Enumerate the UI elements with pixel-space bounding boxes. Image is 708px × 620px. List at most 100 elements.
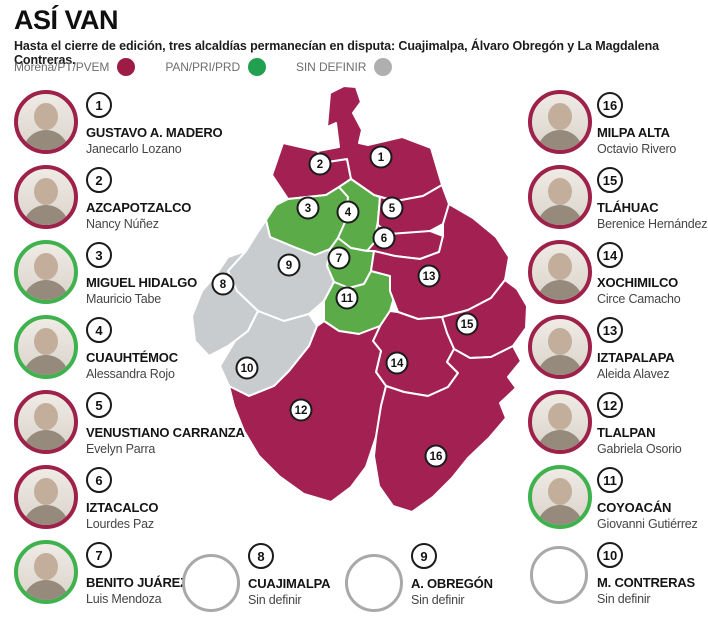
avatar-torso: [23, 205, 69, 225]
svg-text:1: 1: [378, 152, 385, 164]
list-item: 10 M. CONTRERAS Sin definir: [528, 540, 708, 606]
avatar-torso: [537, 205, 583, 225]
alcaldia-name: CUAJIMALPA: [248, 576, 331, 591]
list-item: 6 IZTACALCO Lourdes Paz: [14, 465, 194, 531]
alcaldia-name: VENUSTIANO CARRANZA: [86, 425, 245, 440]
person-name: Mauricio Tabe: [86, 292, 161, 306]
entry-number: 1: [95, 97, 103, 113]
person-name: Evelyn Parra: [86, 442, 156, 456]
alcaldia-name: BENITO JUÁREZ: [86, 575, 188, 590]
avatar: [528, 90, 592, 154]
avatar-head: [34, 103, 58, 130]
entry-number: 9: [420, 548, 428, 564]
svg-text:15: 15: [461, 319, 474, 331]
alcaldia-name: IZTACALCO: [86, 500, 159, 515]
entry-number: 8: [257, 548, 265, 564]
avatar: [14, 240, 78, 304]
entry-info: 4 CUAUHTÉMOC Alessandra Rojo: [86, 317, 178, 381]
entry-info: 16 MILPA ALTA Octavio Rivero: [597, 92, 676, 156]
person-name: Nancy Núñez: [86, 217, 159, 231]
left-column: 1 GUSTAVO A. MADERO Janecarlo Lozano 2 A…: [14, 90, 245, 606]
avatar-torso: [23, 355, 69, 375]
person-name: Octavio Rivero: [597, 142, 677, 156]
legend-item-sin-definir: SIN DEFINIR: [296, 58, 393, 76]
avatar: [528, 315, 592, 379]
avatar-head: [34, 253, 58, 280]
alcaldia-name: MILPA ALTA: [597, 125, 670, 140]
entry-number: 4: [95, 322, 103, 338]
avatar-torso: [23, 280, 69, 300]
map-region-badge: 3: [296, 196, 320, 220]
entry-info: 3 MIGUEL HIDALGO Mauricio Tabe: [86, 242, 197, 306]
svg-text:13: 13: [423, 271, 436, 283]
list-item: 7 BENITO JUÁREZ Luis Mendoza: [14, 540, 194, 606]
legend-label: PAN/PRI/PRD: [165, 60, 241, 74]
avatar-head: [34, 178, 58, 205]
entry-info: 7 BENITO JUÁREZ Luis Mendoza: [86, 542, 188, 606]
avatar-head: [548, 328, 572, 355]
list-item: 2 AZCAPOTZALCO Nancy Núñez: [14, 165, 194, 231]
avatar-torso: [23, 430, 69, 450]
list-item: 12 TLALPAN Gabriela Osorio: [528, 390, 708, 456]
legend: Morena/PT/PVEM PAN/PRI/PRD SIN DEFINIR: [14, 58, 422, 76]
svg-text:11: 11: [341, 293, 354, 305]
person-name: Aleida Alavez: [597, 367, 670, 381]
entry-number: 3: [95, 247, 103, 263]
avatar: [14, 540, 78, 604]
cdmx-map: 1 2 3 4 5 6 7 8 9 10 11 12 13 14 15 16: [191, 85, 528, 513]
map-region-badge: 11: [335, 286, 359, 310]
entry-info: 13 IZTAPALAPA Aleida Alavez: [597, 317, 675, 381]
page-subtitle: Hasta el cierre de edición, tres alcaldí…: [14, 39, 659, 67]
avatar-torso: [537, 130, 583, 150]
entry-number: 14: [602, 247, 618, 263]
avatar: [528, 390, 592, 454]
map-region-badge: 12: [289, 398, 313, 422]
alcaldia-name: MIGUEL HIDALGO: [86, 275, 198, 290]
entry-info: 8 CUAJIMALPA Sin definir: [248, 543, 330, 607]
number-badge: 13: [597, 317, 623, 343]
svg-text:3: 3: [305, 203, 311, 215]
alcaldia-name: COYOACÁN: [597, 500, 672, 515]
alcaldia-name: TLÁHUAC: [597, 200, 659, 215]
avatar: [528, 465, 592, 529]
map-region-badge: 7: [327, 246, 351, 270]
entry-info: 12 TLALPAN Gabriela Osorio: [597, 392, 682, 456]
number-badge: 9: [411, 543, 437, 569]
person-name: Berenice Hernández: [597, 217, 708, 231]
list-item: 15 TLÁHUAC Berenice Hernández: [528, 165, 708, 231]
alcaldia-name: M. CONTRERAS: [597, 575, 695, 590]
person-name: Giovanni Gutiérrez: [597, 517, 698, 531]
legend-item-pan: PAN/PRI/PRD: [165, 58, 267, 76]
map-region-badge: 5: [380, 196, 404, 220]
svg-text:4: 4: [345, 207, 352, 219]
number-badge: 6: [86, 467, 112, 493]
entry-info: 11 COYOACÁN Giovanni Gutiérrez: [597, 467, 698, 531]
svg-text:16: 16: [430, 451, 443, 463]
list-item: 1 GUSTAVO A. MADERO Janecarlo Lozano: [14, 90, 223, 156]
entry-number: 15: [602, 172, 618, 188]
avatar: [14, 390, 78, 454]
avatar-head: [548, 478, 572, 505]
list-item: 11 COYOACÁN Giovanni Gutiérrez: [528, 465, 708, 531]
list-item: 16 MILPA ALTA Octavio Rivero: [528, 90, 708, 156]
entry-number: 5: [95, 397, 103, 413]
map-region-badge: 16: [424, 444, 448, 468]
entry-info: 5 VENUSTIANO CARRANZA Evelyn Parra: [86, 392, 245, 456]
empty-circle: [182, 554, 240, 612]
entry-number: 7: [95, 547, 103, 563]
legend-label: SIN DEFINIR: [296, 60, 367, 74]
avatar-torso: [537, 505, 583, 525]
map-region-badge: 1: [369, 145, 393, 169]
person-name: Luis Mendoza: [86, 592, 162, 606]
entry-info: 1 GUSTAVO A. MADERO Janecarlo Lozano: [86, 92, 223, 156]
svg-text:8: 8: [220, 279, 227, 291]
person-name: Circe Camacho: [597, 292, 681, 306]
person-name: Sin definir: [411, 593, 465, 607]
alcaldia-name: A. OBREGÓN: [411, 576, 493, 591]
person-name: Sin definir: [597, 592, 651, 606]
svg-text:6: 6: [381, 233, 387, 245]
svg-text:5: 5: [389, 203, 396, 215]
legend-label: Morena/PT/PVEM: [14, 60, 110, 74]
svg-text:10: 10: [241, 363, 254, 375]
